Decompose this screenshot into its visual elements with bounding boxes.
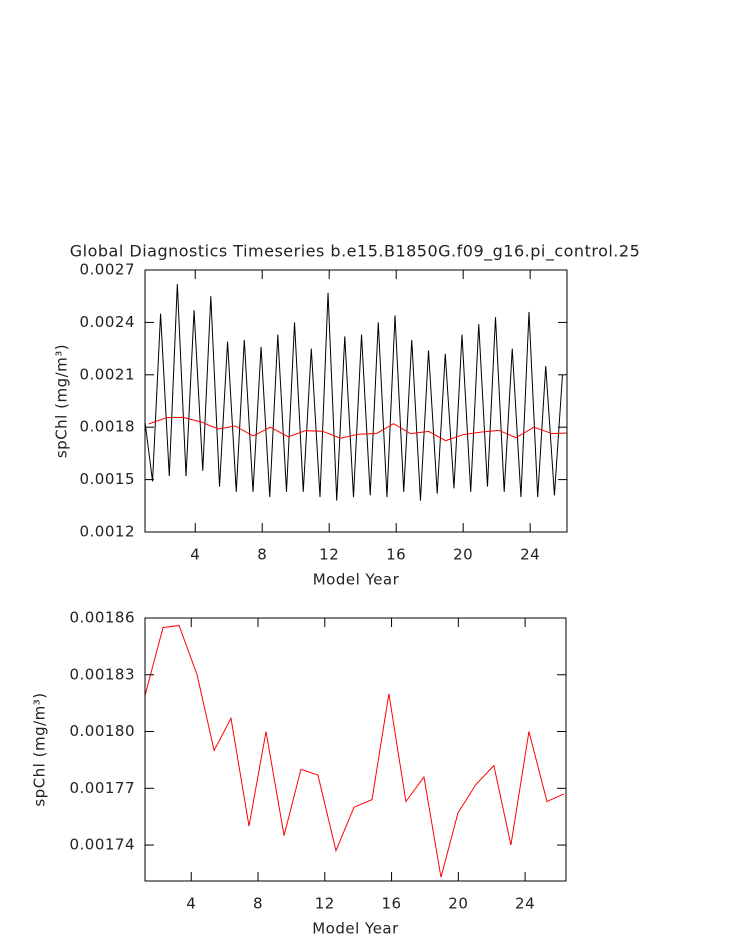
y-tick-label: 0.0027 bbox=[80, 261, 136, 279]
x-tick-label: 16 bbox=[386, 546, 406, 564]
series-line bbox=[144, 625, 565, 878]
x-tick-label: 16 bbox=[382, 895, 402, 913]
y-tick-label: 0.0024 bbox=[80, 313, 136, 331]
x-tick-label: 20 bbox=[448, 895, 468, 913]
y-tick-label: 0.0021 bbox=[80, 365, 136, 383]
x-axis-label: Model Year bbox=[312, 920, 399, 938]
chart-title: Global Diagnostics Timeseries b.e15.B185… bbox=[70, 242, 641, 262]
x-tick-label: 12 bbox=[319, 546, 339, 564]
y-tick-label: 0.0018 bbox=[80, 418, 136, 436]
x-tick-label: 8 bbox=[257, 546, 267, 564]
x-tick-label: 24 bbox=[520, 546, 540, 564]
x-axis-label: Model Year bbox=[313, 571, 400, 589]
y-tick-label: 0.00180 bbox=[69, 722, 135, 740]
y-tick-label: 0.0012 bbox=[80, 523, 136, 541]
x-tick-label: 20 bbox=[453, 546, 473, 564]
y-axis-label: spChl (mg/m³) bbox=[53, 344, 71, 458]
plot-frame bbox=[144, 269, 568, 533]
y-tick-label: 0.0015 bbox=[80, 470, 136, 488]
x-tick-label: 4 bbox=[186, 895, 196, 913]
x-tick-label: 4 bbox=[190, 546, 200, 564]
x-tick-label: 24 bbox=[515, 895, 535, 913]
x-tick-label: 8 bbox=[253, 895, 263, 913]
plot-frame bbox=[144, 617, 567, 882]
x-tick-label: 12 bbox=[315, 895, 335, 913]
y-axis-label: spChl (mg/m³) bbox=[31, 692, 49, 806]
y-tick-label: 0.00177 bbox=[69, 779, 135, 797]
series-line bbox=[144, 283, 563, 501]
series-line bbox=[148, 416, 568, 442]
y-tick-label: 0.00183 bbox=[69, 665, 135, 683]
y-tick-label: 0.00186 bbox=[69, 609, 135, 627]
y-tick-label: 0.00174 bbox=[69, 836, 135, 854]
